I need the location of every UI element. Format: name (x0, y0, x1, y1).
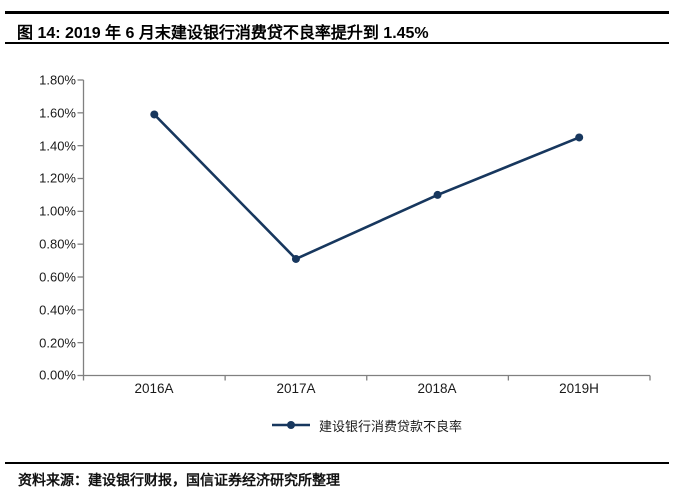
y-axis-label: 1.40% (39, 138, 76, 154)
y-axis-label: 0.00% (39, 367, 76, 383)
y-axis-label: 1.80% (39, 72, 76, 88)
y-axis-label: 0.40% (39, 302, 76, 318)
legend-label: 建设银行消费贷款不良率 (318, 418, 462, 434)
y-axis-label: 0.60% (39, 269, 76, 285)
y-axis-label: 1.00% (39, 203, 76, 219)
top-rule (5, 11, 669, 14)
x-axis-label: 2019H (559, 381, 599, 396)
legend-marker-icon (271, 421, 310, 429)
y-axis-label: 1.60% (39, 105, 76, 121)
source-note: 资料来源：建设银行财报，国信证券经济研究所整理 (18, 474, 340, 489)
title-rule (5, 42, 669, 44)
y-axis-label: 0.20% (39, 335, 76, 351)
y-axis-label: 1.20% (39, 170, 76, 186)
y-axis-label: 0.80% (39, 236, 76, 252)
x-axis-label: 2018A (417, 381, 457, 396)
x-axis-label: 2016A (134, 381, 174, 396)
x-axis-label: 2017A (276, 381, 316, 396)
figure-title: 图 14: 2019 年 6 月末建设银行消费贷不良率提升到 1.45% (17, 25, 429, 42)
footer-rule (5, 462, 669, 464)
legend: 建设银行消费贷款不良率 (83, 416, 650, 434)
